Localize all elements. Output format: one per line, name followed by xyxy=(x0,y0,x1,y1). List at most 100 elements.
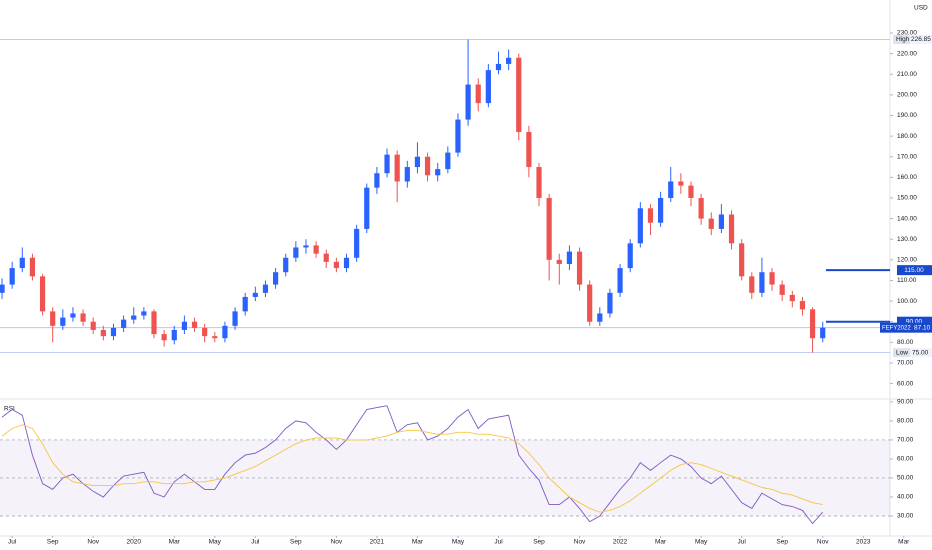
candle-body xyxy=(475,84,481,104)
last-label-box xyxy=(880,322,932,333)
candle-body xyxy=(181,321,187,330)
y-tick-label: 130.00 xyxy=(897,236,917,243)
x-tick-label: Jul xyxy=(251,539,260,546)
candle-body xyxy=(657,197,664,223)
candle-body xyxy=(445,152,451,170)
candle-body xyxy=(394,154,400,182)
y-tick-label: 60.00 xyxy=(897,456,914,463)
candle-body xyxy=(232,311,238,326)
candle-body xyxy=(131,315,137,320)
candle-body xyxy=(323,253,329,262)
y-tick-label: 80.00 xyxy=(897,418,914,425)
candle-body xyxy=(678,181,684,186)
candle-body xyxy=(272,272,279,285)
candle-body xyxy=(303,245,309,248)
candle-body xyxy=(759,272,765,293)
high-value: 226.85 xyxy=(911,36,931,43)
rsi-title: RSI xyxy=(4,406,15,413)
candle-body xyxy=(708,218,714,229)
x-tick-label: Mar xyxy=(655,539,667,546)
candle-body xyxy=(50,311,56,326)
candle-body xyxy=(455,119,461,153)
candle-body xyxy=(546,197,552,260)
candle-body xyxy=(121,319,127,328)
candle-body xyxy=(222,325,228,339)
candle-body xyxy=(9,268,15,285)
y-tick-label: 210.00 xyxy=(897,71,917,78)
candle-body xyxy=(19,257,25,269)
candle-body xyxy=(424,156,431,176)
x-tick-label: Sep xyxy=(776,539,788,546)
candle-body xyxy=(516,57,522,132)
candle-body xyxy=(252,292,258,297)
candle-body xyxy=(161,334,167,341)
x-tick-label: May xyxy=(695,539,708,546)
level-label-box xyxy=(897,265,932,276)
x-tick-label: Jul xyxy=(494,539,503,546)
rsi-line xyxy=(1,424,823,513)
y-tick-label: 50.00 xyxy=(897,475,914,482)
candle-body xyxy=(191,321,198,328)
candle-body xyxy=(718,214,724,229)
level-label: 90.00 xyxy=(906,318,923,325)
candle-body xyxy=(556,259,562,264)
y-tick-label: 220.00 xyxy=(897,50,917,57)
candle-body xyxy=(313,245,319,254)
y-tick-label: 190.00 xyxy=(897,112,917,119)
candle-body xyxy=(789,294,795,302)
level-label: 115.00 xyxy=(904,267,924,274)
candle-body xyxy=(465,84,471,120)
candle-body xyxy=(779,284,785,295)
x-tick-label: Nov xyxy=(331,539,343,546)
x-tick-label: Sep xyxy=(290,539,302,546)
x-tick-label: May xyxy=(209,539,222,546)
candle-body xyxy=(354,228,360,258)
x-tick-label: 2022 xyxy=(613,539,628,546)
candle-body xyxy=(374,173,380,188)
candle-body xyxy=(526,131,532,168)
y-tick-label: 100.00 xyxy=(897,298,917,305)
last-label: FEFY2022 xyxy=(882,325,911,331)
candle-body xyxy=(698,197,704,219)
candle-body xyxy=(151,311,157,335)
rsi-line xyxy=(1,405,824,525)
candle-body xyxy=(820,327,826,339)
x-tick-label: Jul xyxy=(737,539,746,546)
candle-body xyxy=(597,313,603,322)
currency-label: USD xyxy=(914,5,928,12)
x-tick-label: Nov xyxy=(574,539,586,546)
y-tick-label: 110.00 xyxy=(897,277,917,284)
candle-body xyxy=(627,243,633,269)
candle-body xyxy=(100,329,106,337)
candle-body xyxy=(607,292,613,314)
y-tick-label: 140.00 xyxy=(897,215,917,222)
candle-body xyxy=(506,57,512,64)
x-tick-label: 2023 xyxy=(856,539,871,546)
candle-body xyxy=(749,276,755,293)
candle-body xyxy=(688,185,694,198)
high-value-box xyxy=(910,34,932,44)
candle-body xyxy=(202,327,208,337)
candle-body xyxy=(212,336,218,339)
candle-body xyxy=(90,321,96,330)
candle-body xyxy=(283,257,289,273)
candle-body xyxy=(728,214,735,244)
y-tick-label: 90.00 xyxy=(897,399,914,406)
high-label-box xyxy=(893,34,910,44)
candle-body xyxy=(404,167,410,182)
candle-body xyxy=(171,329,177,341)
x-tick-label: Jul xyxy=(8,539,17,546)
low-label: Low xyxy=(896,349,908,356)
x-tick-label: Sep xyxy=(533,539,545,546)
candle-body xyxy=(668,181,674,198)
candle-body xyxy=(769,272,775,285)
candle-body xyxy=(39,276,46,312)
candle-body xyxy=(0,284,5,293)
candle-body xyxy=(141,311,147,316)
y-tick-label: 80.00 xyxy=(897,339,914,346)
y-tick-label: 120.00 xyxy=(897,257,917,264)
high-label: High xyxy=(896,36,910,43)
candle-body xyxy=(566,251,573,264)
